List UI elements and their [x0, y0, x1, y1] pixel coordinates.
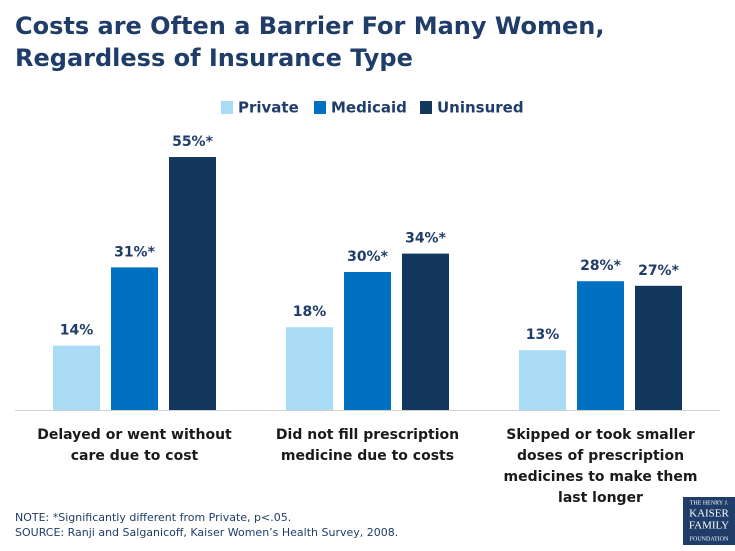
bar	[286, 327, 333, 410]
category-label: Skipped or took smaller doses of prescri…	[503, 427, 698, 506]
logo-text: THE HENRY J.	[690, 500, 729, 506]
logo-box	[683, 497, 735, 545]
value-label: 34%*	[405, 231, 447, 247]
value-label: 13%	[526, 327, 560, 343]
logo-text: FOUNDATION	[690, 536, 729, 542]
value-label: 30%*	[347, 249, 389, 265]
bar	[402, 253, 449, 410]
value-label: 18%	[293, 304, 327, 320]
logo-text: KAISER	[689, 508, 729, 520]
legend-label: Uninsured	[437, 99, 524, 117]
legend-label: Private	[238, 99, 299, 117]
category-label: Did not fill prescription medicine due t…	[275, 427, 460, 464]
chart-title: Costs are Often a Barrier For Many Women…	[15, 12, 605, 72]
value-label: 28%*	[580, 258, 622, 274]
bar	[169, 157, 216, 410]
logo-text: FAMILY	[689, 520, 729, 532]
bar	[111, 267, 158, 410]
note: NOTE: *Significantly different from Priv…	[15, 511, 292, 524]
legend-swatch	[420, 101, 432, 114]
category-label: Delayed or went without care due to cost	[37, 427, 232, 464]
bar	[519, 350, 566, 410]
legend-label: Medicaid	[331, 99, 407, 117]
bar	[53, 345, 100, 410]
value-label: 14%	[60, 323, 94, 339]
bar	[344, 272, 391, 410]
bar	[577, 281, 624, 410]
value-label: 31%*	[114, 244, 156, 260]
legend-swatch	[221, 101, 233, 114]
bar	[635, 285, 682, 410]
legend-swatch	[314, 101, 326, 114]
value-label: 27%*	[638, 263, 680, 279]
source: SOURCE: Ranji and Salganicoff, Kaiser Wo…	[15, 526, 399, 539]
value-label: 55%*	[172, 134, 214, 150]
